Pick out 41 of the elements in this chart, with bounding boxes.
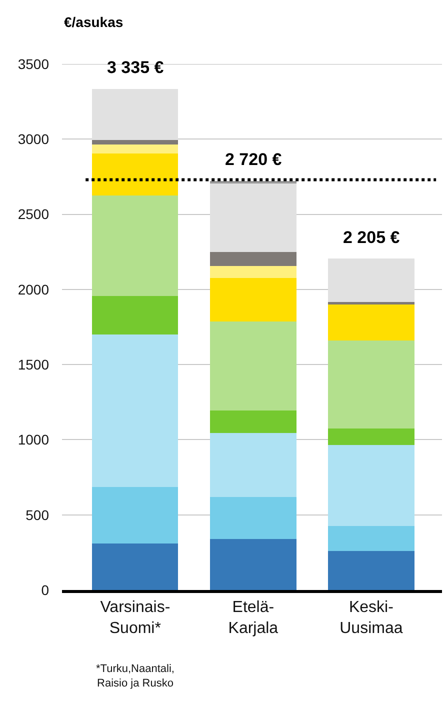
bar xyxy=(328,340,414,428)
bar xyxy=(92,196,178,296)
bar xyxy=(210,410,296,433)
bar xyxy=(328,526,414,551)
bar xyxy=(92,140,178,144)
bar xyxy=(328,258,414,302)
bar xyxy=(92,334,178,488)
y-tick-label: 2500 xyxy=(18,206,50,222)
bar xyxy=(210,432,296,497)
bar xyxy=(210,538,296,590)
y-axis-title: €/asukas xyxy=(64,14,124,30)
x-tick-label: Etelä-Karjala xyxy=(228,599,278,637)
bar xyxy=(210,496,296,539)
bar xyxy=(92,487,178,544)
total-label: 2 205 € xyxy=(343,228,400,247)
bar xyxy=(210,266,296,278)
y-tick-label: 500 xyxy=(26,506,50,523)
bar xyxy=(210,322,296,410)
y-tick-label: 3500 xyxy=(18,56,50,72)
bar xyxy=(92,88,178,140)
bar xyxy=(328,550,414,590)
y-tick-label: 2000 xyxy=(18,281,50,298)
x-tick-label: Keski-Uusimaa xyxy=(340,599,403,637)
y-tick-label: 1500 xyxy=(18,356,50,372)
bar xyxy=(92,296,178,335)
bar xyxy=(210,278,296,322)
x-tick-label: Varsinais-Suomi* xyxy=(100,599,170,637)
y-tick-label: 3000 xyxy=(18,131,50,148)
total-label: 3 335 € xyxy=(107,58,164,77)
text: *Turku,Naantali, Raisio ja Rusko xyxy=(96,663,174,690)
y-tick-label: 0 xyxy=(41,582,50,598)
y-tick-label: 1000 xyxy=(18,432,50,448)
bar xyxy=(328,444,414,526)
total-label: 2 720 € xyxy=(225,150,282,169)
bar xyxy=(328,304,414,341)
bar xyxy=(92,144,178,154)
bar xyxy=(328,428,414,445)
bar xyxy=(92,153,178,196)
bar xyxy=(210,183,296,252)
bar xyxy=(210,252,296,266)
bar xyxy=(92,543,178,590)
